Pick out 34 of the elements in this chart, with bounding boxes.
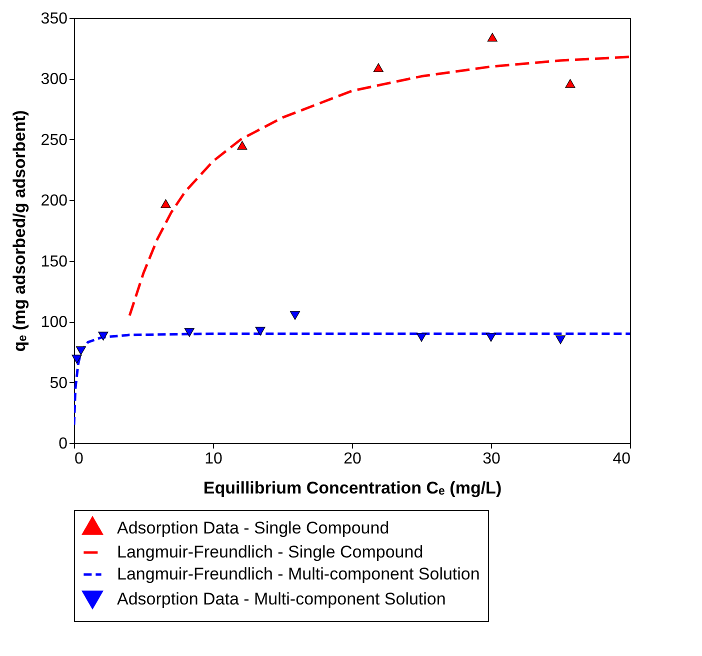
point bbox=[290, 311, 300, 320]
point bbox=[416, 332, 427, 342]
y-tick-label: 50 bbox=[50, 374, 68, 392]
legend-label: Langmuir-Freundlich - Multi-component Solution bbox=[117, 564, 480, 584]
line-series bbox=[128, 56, 630, 317]
y-axis-title: qₑ (mg adsorbed/g adsorbent) bbox=[10, 110, 29, 352]
legend-label: Langmuir-Freundlich - Single Compound bbox=[117, 542, 424, 562]
y-tick-label: 150 bbox=[40, 253, 68, 270]
y-tick-label: 200 bbox=[40, 192, 68, 210]
y-tick-label: 250 bbox=[40, 132, 68, 149]
y-tick-label: 300 bbox=[40, 71, 68, 88]
y-tick-label: 100 bbox=[40, 314, 68, 332]
point bbox=[373, 63, 384, 72]
point bbox=[486, 332, 496, 342]
point bbox=[487, 32, 498, 42]
point bbox=[237, 140, 248, 150]
x-tick-label: 30 bbox=[482, 450, 500, 468]
point bbox=[565, 79, 576, 88]
point bbox=[184, 328, 194, 337]
point bbox=[555, 335, 566, 344]
point bbox=[72, 354, 82, 364]
y-tick-label: 0 bbox=[58, 436, 68, 452]
x-tick-label: 0 bbox=[74, 450, 84, 468]
legend-label: Adsorption Data - Single Compound bbox=[117, 518, 390, 538]
y-tick-label: 350 bbox=[40, 10, 68, 28]
x-tick-label: 10 bbox=[204, 450, 222, 468]
x-tick-label: 40 bbox=[612, 450, 631, 468]
point bbox=[98, 332, 108, 341]
point bbox=[76, 346, 86, 356]
point bbox=[255, 326, 266, 336]
x-axis-title: Equillibrium Concentration Cₑ (mg/L) bbox=[203, 478, 502, 498]
point bbox=[160, 199, 171, 208]
x-tick-label: 20 bbox=[344, 450, 362, 468]
legend-label: Adsorption Data - Multi-component Solution bbox=[117, 590, 446, 608]
